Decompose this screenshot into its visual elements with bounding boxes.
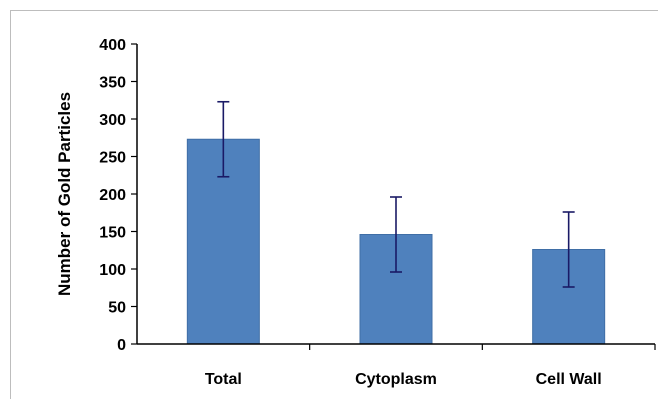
x-category-label: Total [205, 371, 242, 388]
chart-frame [10, 10, 658, 399]
y-axis-ticks: 0 50 100 150 200 250 300 350 400 [99, 37, 137, 354]
y-tick-label: 50 [108, 300, 126, 317]
error-bar [562, 211, 575, 288]
y-tick-label: 150 [99, 225, 126, 242]
error-bar [217, 100, 230, 178]
x-category-label: Cytoplasm [355, 371, 437, 388]
y-tick-label: 250 [99, 150, 126, 167]
error-bars [217, 100, 575, 288]
x-axis-labels: Total Cytoplasm Cell Wall [205, 344, 656, 388]
y-tick-label: 200 [99, 187, 126, 204]
y-tick-label: 400 [99, 37, 126, 54]
y-axis-title: Number of Gold Particles [55, 92, 74, 296]
y-tick-label: 300 [99, 112, 126, 129]
x-category-label: Cell Wall [536, 371, 602, 388]
error-bar [390, 196, 402, 273]
y-tick-label: 100 [99, 262, 126, 279]
y-tick-label: 0 [117, 337, 126, 354]
y-tick-label: 350 [99, 75, 126, 92]
